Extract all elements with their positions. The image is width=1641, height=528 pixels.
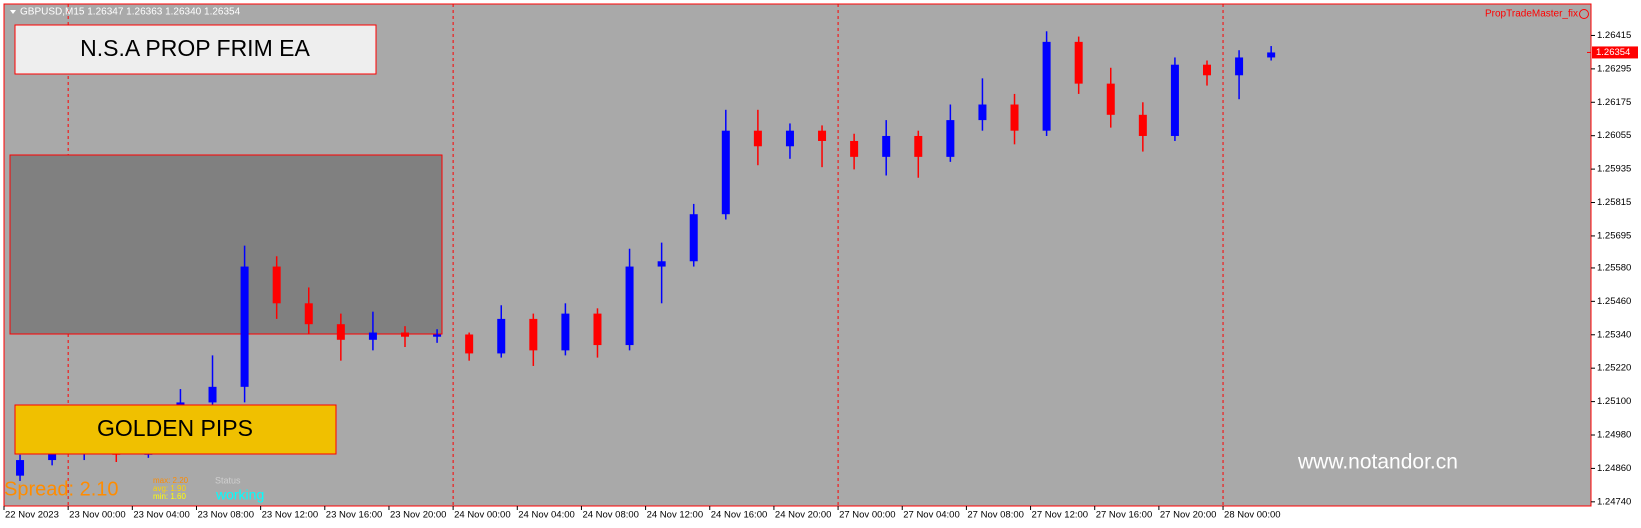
status-label: Status	[215, 475, 241, 485]
current-price-tag	[1592, 46, 1638, 59]
spread-avg: avg: 1.90	[153, 484, 186, 493]
y-tick-label: 1.25340	[1597, 329, 1631, 340]
candle-body	[1010, 104, 1019, 131]
x-tick-label: 27 Nov 20:00	[1160, 510, 1217, 521]
ea-name: N.S.A PROP FRIM EA	[80, 35, 310, 61]
candle-body	[657, 261, 666, 267]
x-tick-label: 24 Nov 04:00	[518, 510, 575, 521]
header: GBPUSD,M15 1.26347 1.26363 1.26340 1.263…	[20, 7, 241, 18]
zone-box	[9, 154, 443, 335]
candle-body	[561, 313, 570, 351]
candle-body	[336, 324, 345, 340]
candle-body	[1235, 57, 1244, 76]
x-tick-label: 23 Nov 04:00	[133, 510, 190, 521]
x-tick-label: 23 Nov 08:00	[197, 510, 254, 521]
candle-body	[48, 451, 57, 461]
candle-body	[16, 460, 25, 476]
candle-body	[946, 120, 955, 157]
x-tick-label: 27 Nov 00:00	[839, 510, 896, 521]
candle-body	[401, 332, 409, 337]
x-tick-label: 27 Nov 16:00	[1096, 510, 1153, 521]
candle-body	[433, 334, 442, 337]
x-tick-label: 23 Nov 00:00	[69, 510, 126, 521]
y-tick-label: 1.25695	[1597, 230, 1631, 241]
candle-body	[1203, 64, 1211, 76]
brand: GOLDEN PIPS	[97, 415, 253, 441]
candle-body	[850, 140, 859, 157]
status: working	[215, 487, 264, 503]
x-tick-label: 24 Nov 16:00	[711, 510, 768, 521]
x-tick-label: 22 Nov 2023	[5, 510, 59, 521]
x-tick-label: 23 Nov 12:00	[262, 510, 319, 521]
y-tick-label: 1.25460	[1597, 296, 1631, 307]
x-tick-label: 24 Nov 08:00	[582, 510, 639, 521]
x-tick-label: 27 Nov 04:00	[903, 510, 960, 521]
candle-body	[818, 130, 827, 141]
y-tick-label: 1.24740	[1597, 496, 1631, 507]
indicator-icon	[1579, 9, 1589, 19]
candle-body	[1170, 64, 1179, 136]
indicator-name: PropTradeMaster_fix	[1485, 9, 1578, 20]
candle-body	[914, 135, 923, 157]
y-tick-label: 1.25220	[1597, 363, 1631, 374]
ea-box[interactable]	[14, 24, 377, 75]
x-tick-label: 24 Nov 00:00	[454, 510, 511, 521]
candle-body	[753, 130, 762, 147]
y-tick-label: 1.25580	[1597, 262, 1631, 273]
y-tick-label: 1.25815	[1597, 197, 1631, 208]
x-tick-label: 27 Nov 08:00	[967, 510, 1024, 521]
candle-body	[1106, 83, 1115, 115]
y-tick-label: 1.26415	[1597, 30, 1631, 41]
y-tick-label: 1.25100	[1597, 396, 1631, 407]
candle-body	[1138, 114, 1147, 136]
candle-body	[785, 130, 794, 147]
y-tick-label: 1.26055	[1597, 130, 1631, 141]
x-tick-label: 27 Nov 12:00	[1032, 510, 1089, 521]
candle-body	[625, 266, 634, 346]
candle-body	[368, 332, 377, 340]
candle-body	[978, 104, 987, 121]
candle-body	[240, 266, 249, 387]
candle-body	[497, 318, 506, 354]
candle-body	[1267, 52, 1276, 58]
menu-arrow	[10, 10, 16, 14]
x-tick-label: 23 Nov 16:00	[326, 510, 383, 521]
candle-body	[1074, 41, 1083, 84]
x-tick-label: 24 Nov 20:00	[775, 510, 832, 521]
brand-box[interactable]	[14, 404, 337, 455]
spread: Spread: 2.10	[4, 478, 119, 500]
y-tick-label: 1.24980	[1597, 430, 1631, 441]
candle-body	[208, 386, 217, 403]
y-tick-label: 1.25935	[1597, 164, 1631, 175]
y-tick-label: 1.26295	[1597, 63, 1631, 74]
candle-body	[882, 135, 891, 157]
candle-body	[1042, 41, 1051, 131]
candle-body	[721, 130, 730, 215]
y-tick-label: 1.24860	[1597, 463, 1631, 474]
candle-body	[689, 214, 698, 262]
candle-body	[593, 313, 602, 346]
x-tick-label: 28 Nov 00:00	[1224, 510, 1281, 521]
candle-body	[465, 334, 474, 354]
candle-body	[529, 318, 538, 351]
candle-body	[304, 303, 313, 325]
x-tick-label: 24 Nov 12:00	[647, 510, 704, 521]
current-price-label: 1.26354	[1596, 47, 1630, 58]
candle-body	[272, 266, 281, 304]
spread-min: min: 1.60	[153, 492, 186, 501]
website: www.notandor.cn	[1297, 451, 1458, 474]
y-tick-label: 1.26175	[1597, 97, 1631, 108]
spread-max: max: 2.20	[153, 476, 189, 485]
x-tick-label: 23 Nov 20:00	[390, 510, 447, 521]
